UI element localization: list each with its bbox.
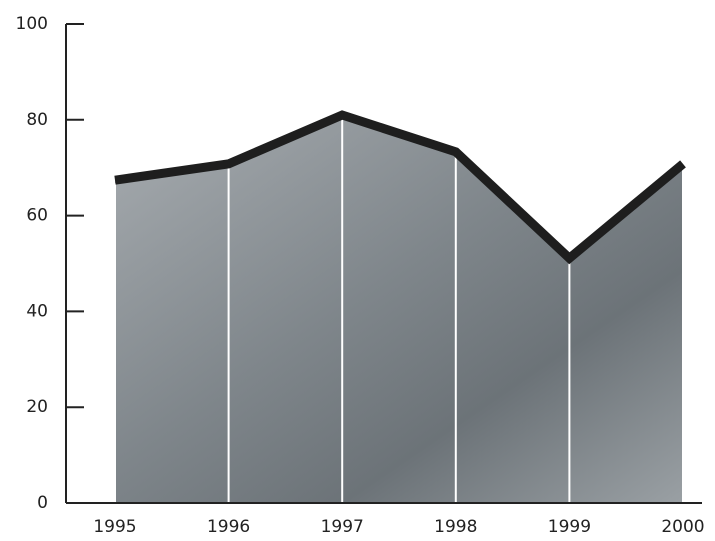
y-tick-label: 20 <box>26 397 48 417</box>
x-tick-label: 1998 <box>434 517 477 537</box>
y-tick-label: 80 <box>26 110 48 130</box>
x-tick-label: 1996 <box>207 517 250 537</box>
y-tick-label: 40 <box>26 301 48 321</box>
x-tick-label: 1997 <box>321 517 364 537</box>
line <box>114 110 686 265</box>
x-tick-label: 2000 <box>661 517 704 537</box>
y-tick-label: 100 <box>16 14 48 34</box>
area <box>115 115 683 503</box>
x-tick-label: 1999 <box>548 517 591 537</box>
x-tick-label: 1995 <box>93 517 136 537</box>
y-tick-label: 0 <box>37 493 48 513</box>
y-tick-label: 60 <box>26 206 48 226</box>
